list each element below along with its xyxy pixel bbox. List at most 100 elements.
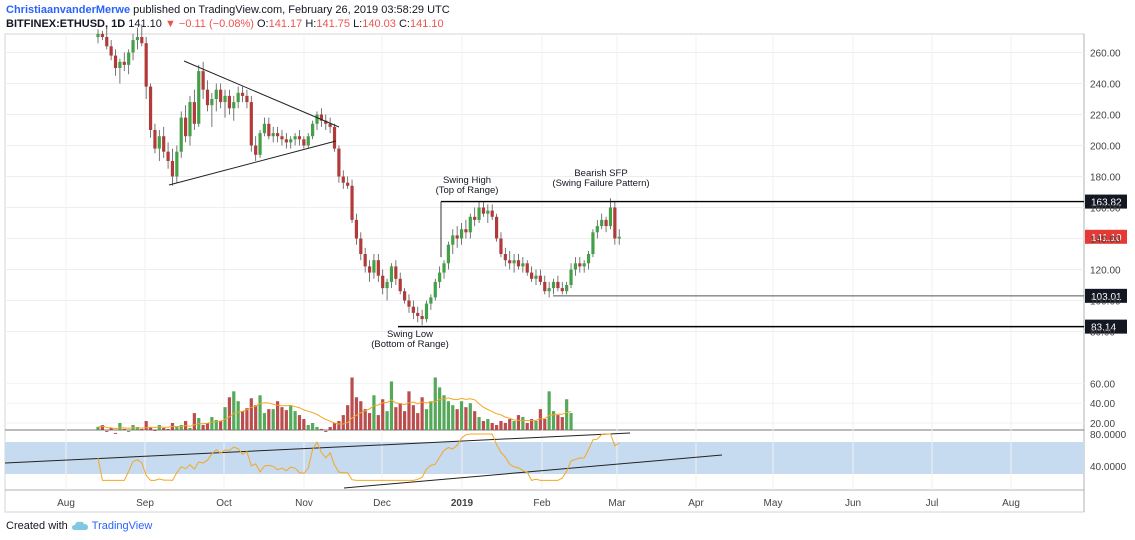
rsi-lower-trendline bbox=[343, 454, 723, 489]
volume-bar bbox=[508, 419, 512, 430]
rsi-tick-label: 40.0000 bbox=[1090, 462, 1127, 473]
candle bbox=[372, 254, 376, 279]
candle bbox=[429, 294, 433, 310]
candle bbox=[135, 27, 140, 50]
ticker-symbol[interactable]: BITFINEX:ETHUSD, 1D bbox=[6, 18, 126, 30]
volume-bar bbox=[245, 408, 249, 430]
last-price-tag-text: 141.10 bbox=[1091, 233, 1122, 244]
candle bbox=[105, 27, 109, 50]
volume-bar bbox=[372, 395, 376, 430]
volume-bar bbox=[205, 423, 210, 430]
volume-bar bbox=[175, 426, 179, 430]
candle bbox=[376, 254, 380, 282]
volume-bar bbox=[451, 405, 455, 430]
volume-bar bbox=[153, 429, 157, 431]
volume-bar bbox=[122, 428, 126, 430]
volume-bar bbox=[109, 427, 113, 430]
volume-bar bbox=[275, 401, 280, 430]
price-tick-label: 120.00 bbox=[1090, 266, 1121, 277]
volume-bar bbox=[569, 413, 573, 430]
created-with-text: Created with bbox=[6, 520, 68, 532]
volume-bar bbox=[354, 397, 359, 430]
author-link[interactable]: ChristiaanvanderMerwe bbox=[6, 4, 131, 16]
candle bbox=[459, 223, 464, 245]
volume-bar bbox=[105, 430, 109, 432]
time-tick-label: Jul bbox=[926, 498, 939, 509]
annotation-line: (Swing Failure Pattern) bbox=[552, 178, 649, 189]
volume-bar bbox=[214, 420, 218, 430]
volume-bar bbox=[148, 426, 153, 430]
volume-bar bbox=[201, 424, 205, 430]
volume-bar bbox=[258, 395, 262, 430]
tradingview-brand-link[interactable]: TradingView bbox=[91, 520, 153, 532]
volume-bar bbox=[442, 395, 446, 430]
level-tag-text: 83.14 bbox=[1091, 323, 1116, 334]
volume-bar bbox=[118, 423, 122, 430]
candle bbox=[232, 95, 236, 121]
candle bbox=[490, 204, 494, 220]
candle bbox=[197, 64, 201, 127]
candle bbox=[595, 219, 599, 239]
candle bbox=[503, 247, 507, 267]
volume-bar bbox=[254, 405, 258, 430]
volume-bar bbox=[328, 426, 332, 430]
candle bbox=[494, 213, 499, 242]
volume-bar bbox=[446, 401, 450, 430]
price-tick-label: 80.00 bbox=[1090, 328, 1115, 339]
candle bbox=[424, 300, 429, 323]
volume-bar bbox=[227, 397, 231, 430]
candle bbox=[157, 130, 161, 161]
candle bbox=[262, 117, 267, 137]
volume-bar bbox=[306, 424, 310, 430]
candle bbox=[464, 219, 468, 239]
price-chart[interactable]: 163.82 103.01 83.14 141.10 Swing High (Top o… bbox=[0, 0, 1135, 516]
volume-bar bbox=[219, 421, 223, 430]
candle bbox=[289, 136, 293, 149]
candle bbox=[219, 83, 223, 109]
candle bbox=[109, 40, 113, 61]
candle bbox=[582, 260, 586, 273]
candle bbox=[337, 145, 341, 183]
price-tick-label: 180.00 bbox=[1090, 173, 1121, 184]
volume-bar bbox=[429, 401, 433, 430]
volume-bar bbox=[424, 409, 429, 430]
open-value: 141.17 bbox=[268, 18, 303, 30]
candle bbox=[530, 266, 534, 282]
candle bbox=[311, 120, 315, 140]
candle bbox=[512, 254, 516, 273]
candle bbox=[359, 232, 363, 261]
candle bbox=[188, 95, 192, 146]
candle bbox=[394, 260, 398, 285]
rsi-tick-label: 80.0000 bbox=[1090, 430, 1127, 441]
candle bbox=[604, 216, 608, 233]
triangle-lower-line bbox=[168, 140, 337, 186]
candle bbox=[214, 83, 218, 112]
last-price-tag bbox=[1085, 229, 1127, 244]
volume-bar bbox=[100, 424, 104, 430]
candle bbox=[210, 92, 214, 127]
annotation-text: Swing Low (Bottom of Range) bbox=[371, 329, 449, 350]
volume-bar bbox=[499, 421, 503, 430]
candle bbox=[293, 133, 297, 146]
volume-bar bbox=[210, 417, 214, 430]
candle bbox=[184, 105, 188, 143]
volume-bar bbox=[192, 413, 196, 430]
volume-bar bbox=[547, 391, 551, 430]
candle bbox=[438, 266, 442, 289]
candle bbox=[315, 111, 319, 130]
volume-bar bbox=[459, 401, 464, 430]
volume-bar bbox=[464, 407, 468, 430]
volume-bar bbox=[381, 399, 385, 430]
volume-bar bbox=[477, 417, 481, 430]
annotation-line: (Bottom of Range) bbox=[371, 339, 449, 350]
candle bbox=[223, 89, 227, 118]
volume-bar bbox=[135, 426, 140, 430]
tradingview-cloud-icon bbox=[71, 521, 88, 530]
candle bbox=[144, 37, 148, 99]
candle bbox=[551, 278, 556, 295]
candle bbox=[367, 260, 372, 282]
time-tick-label: Oct bbox=[216, 498, 232, 509]
last-price: 141.10 bbox=[128, 18, 162, 30]
volume-bar bbox=[481, 421, 486, 430]
candle bbox=[389, 263, 394, 289]
